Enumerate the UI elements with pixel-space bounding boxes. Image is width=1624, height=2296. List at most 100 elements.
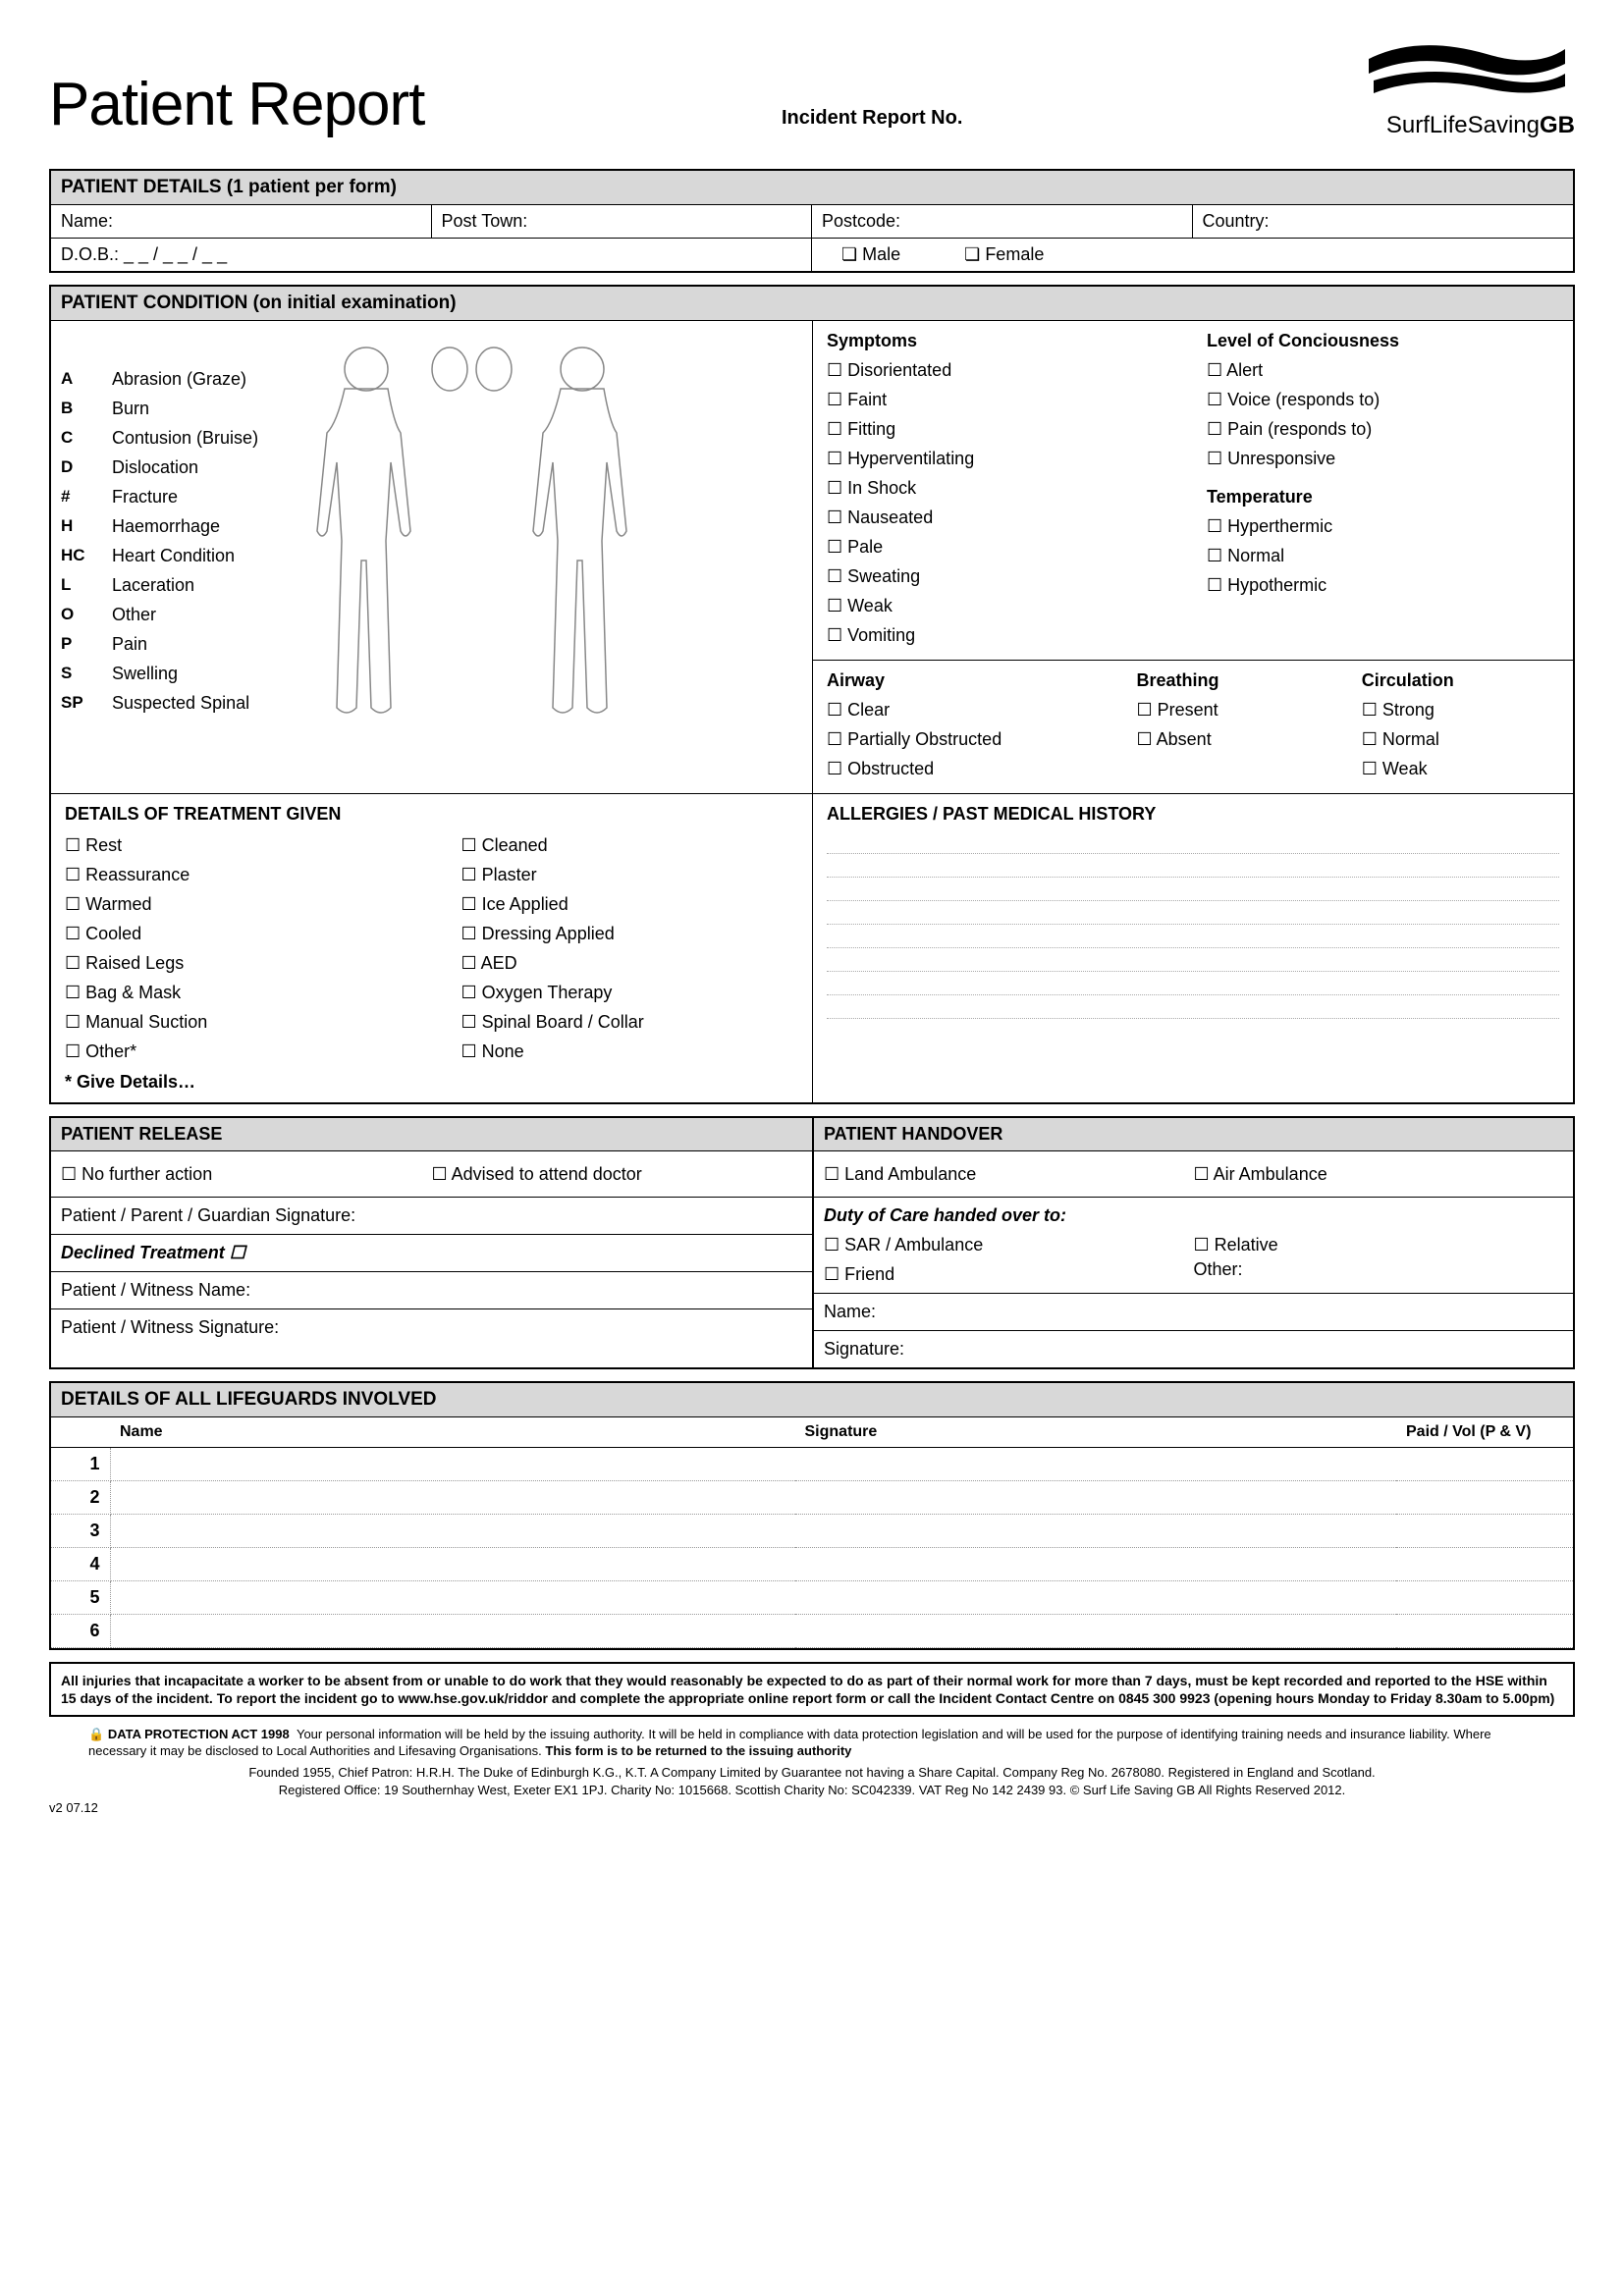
treatment-checkbox[interactable]: Spinal Board / Collar [461,1007,799,1037]
treatment-checkbox[interactable]: Raised Legs [65,948,403,978]
patient-details-header: PATIENT DETAILS (1 patient per form) [51,171,1573,205]
wave-logo-icon [1359,39,1575,108]
dpa-notice: 🔒 DATA PROTECTION ACT 1998 Your personal… [88,1727,1536,1760]
post-town-field[interactable]: Post Town: [432,205,813,238]
symptoms-column: Symptoms Disorientated Faint Fitting Hyp… [813,321,1193,660]
page-title: Patient Report [49,70,424,139]
col-signature: Signature [795,1417,1397,1448]
col-name: Name [110,1417,795,1448]
handover-name-field[interactable]: Name: [814,1294,1573,1331]
table-row[interactable]: 2 [51,1481,1573,1515]
table-row[interactable]: 4 [51,1548,1573,1581]
gender-field: ❏ Male ❏ Female [812,239,1573,271]
loc-checkbox[interactable]: Alert [1207,355,1559,385]
treatment-given: DETAILS OF TREATMENT GIVEN Rest Reassura… [51,794,812,1102]
loc-temp-column: Level of Conciousness Alert Voice (respo… [1193,321,1573,660]
handover-header: PATIENT HANDOVER [814,1118,1573,1151]
female-checkbox[interactable]: Female [985,244,1044,264]
breathing-checkbox[interactable]: Present [1137,695,1334,724]
circulation-checkbox[interactable]: Strong [1362,695,1559,724]
footer-text: Founded 1955, Chief Patron: H.R.H. The D… [49,1764,1575,1799]
witness-signature-field[interactable]: Patient / Witness Signature: [51,1309,812,1346]
symptom-checkbox[interactable]: In Shock [827,473,1179,503]
treatment-checkbox[interactable]: Ice Applied [461,889,799,919]
circulation-column: Circulation Strong Normal Weak [1348,661,1573,793]
table-row[interactable]: 5 [51,1581,1573,1615]
airway-checkbox[interactable]: Partially Obstructed [827,724,1110,754]
symptom-checkbox[interactable]: Pale [827,532,1179,561]
symptom-checkbox[interactable]: Fitting [827,414,1179,444]
symptom-checkbox[interactable]: Weak [827,591,1179,620]
symptom-checkbox[interactable]: Faint [827,385,1179,414]
circulation-checkbox[interactable]: Normal [1362,724,1559,754]
dob-field[interactable]: D.O.B.: _ _ / _ _ / _ _ [51,239,812,271]
allergies-history[interactable]: ALLERGIES / PAST MEDICAL HISTORY [812,794,1573,1102]
duty-of-care-label: Duty of Care handed over to: [824,1205,1563,1226]
loc-checkbox[interactable]: Pain (responds to) [1207,414,1559,444]
temp-checkbox[interactable]: Normal [1207,541,1559,570]
name-field[interactable]: Name: [51,205,432,238]
air-ambulance-checkbox[interactable]: Air Ambulance [1194,1159,1564,1189]
friend-checkbox[interactable]: Friend [824,1259,1194,1289]
patient-condition-section: PATIENT CONDITION (on initial examinatio… [49,285,1575,1104]
version-label: v2 07.12 [49,1800,1575,1815]
treatment-checkbox[interactable]: Manual Suction [65,1007,403,1037]
lock-icon: 🔒 [88,1727,108,1741]
loc-checkbox[interactable]: Voice (responds to) [1207,385,1559,414]
sar-ambulance-checkbox[interactable]: SAR / Ambulance [824,1230,1194,1259]
treatment-checkbox[interactable]: Plaster [461,860,799,889]
temp-checkbox[interactable]: Hyperthermic [1207,511,1559,541]
witness-name-field[interactable]: Patient / Witness Name: [51,1272,812,1309]
country-field[interactable]: Country: [1193,205,1574,238]
injury-code-labels: Abrasion (Graze)BurnContusion (Bruise) D… [112,364,258,752]
land-ambulance-checkbox[interactable]: Land Ambulance [824,1159,1194,1189]
other-field[interactable]: Other: [1194,1259,1564,1289]
guardian-signature-field[interactable]: Patient / Parent / Guardian Signature: [51,1198,812,1235]
breathing-column: Breathing Present Absent [1123,661,1348,793]
treatment-checkbox[interactable]: Bag & Mask [65,978,403,1007]
treatment-checkbox[interactable]: Oxygen Therapy [461,978,799,1007]
breathing-checkbox[interactable]: Absent [1137,724,1334,754]
airway-checkbox[interactable]: Obstructed [827,754,1110,783]
table-row[interactable]: 3 [51,1515,1573,1548]
symptom-checkbox[interactable]: Nauseated [827,503,1179,532]
treatment-checkbox[interactable]: None [461,1037,799,1066]
release-header: PATIENT RELEASE [51,1118,812,1151]
logo: SurfLifeSavingGB [1320,39,1575,139]
treatment-checkbox[interactable]: Rest [65,830,403,860]
male-checkbox[interactable]: Male [862,244,900,264]
declined-treatment-checkbox[interactable]: Declined Treatment ☐ [51,1235,812,1272]
treatment-checkbox[interactable]: Warmed [65,889,403,919]
table-row[interactable]: 6 [51,1615,1573,1648]
airway-checkbox[interactable]: Clear [827,695,1110,724]
hse-notice: All injuries that incapacitate a worker … [49,1662,1575,1717]
patient-condition-header: PATIENT CONDITION (on initial examinatio… [51,287,1573,321]
lifeguards-table: Name Signature Paid / Vol (P & V) 1 2 3 … [51,1417,1573,1648]
symptom-checkbox[interactable]: Hyperventilating [827,444,1179,473]
lifeguards-section: DETAILS OF ALL LIFEGUARDS INVOLVED Name … [49,1381,1575,1650]
handover-signature-field[interactable]: Signature: [814,1331,1573,1367]
col-paid-vol: Paid / Vol (P & V) [1396,1417,1573,1448]
body-diagram-icon [268,335,680,752]
treatment-checkbox[interactable]: Cooled [65,919,403,948]
table-row[interactable]: 1 [51,1448,1573,1481]
postcode-field[interactable]: Postcode: [812,205,1193,238]
treatment-checkbox[interactable]: Dressing Applied [461,919,799,948]
advised-doctor-checkbox[interactable]: Advised to attend doctor [432,1159,803,1189]
treatment-checkbox[interactable]: Cleaned [461,830,799,860]
loc-checkbox[interactable]: Unresponsive [1207,444,1559,473]
no-further-action-checkbox[interactable]: No further action [61,1159,432,1189]
treatment-checkbox[interactable]: Reassurance [65,860,403,889]
symptom-checkbox[interactable]: Disorientated [827,355,1179,385]
temp-checkbox[interactable]: Hypothermic [1207,570,1559,600]
incident-no-label: Incident Report No. [782,107,962,130]
treatment-checkbox[interactable]: Other* [65,1037,403,1066]
release-handover-section: PATIENT RELEASE No further action Advise… [49,1116,1575,1369]
symptom-checkbox[interactable]: Vomiting [827,620,1179,650]
patient-details-section: PATIENT DETAILS (1 patient per form) Nam… [49,169,1575,273]
relative-checkbox[interactable]: Relative [1194,1230,1564,1259]
treatment-checkbox[interactable]: AED [461,948,799,978]
lifeguards-header: DETAILS OF ALL LIFEGUARDS INVOLVED [51,1383,1573,1417]
symptom-checkbox[interactable]: Sweating [827,561,1179,591]
circulation-checkbox[interactable]: Weak [1362,754,1559,783]
